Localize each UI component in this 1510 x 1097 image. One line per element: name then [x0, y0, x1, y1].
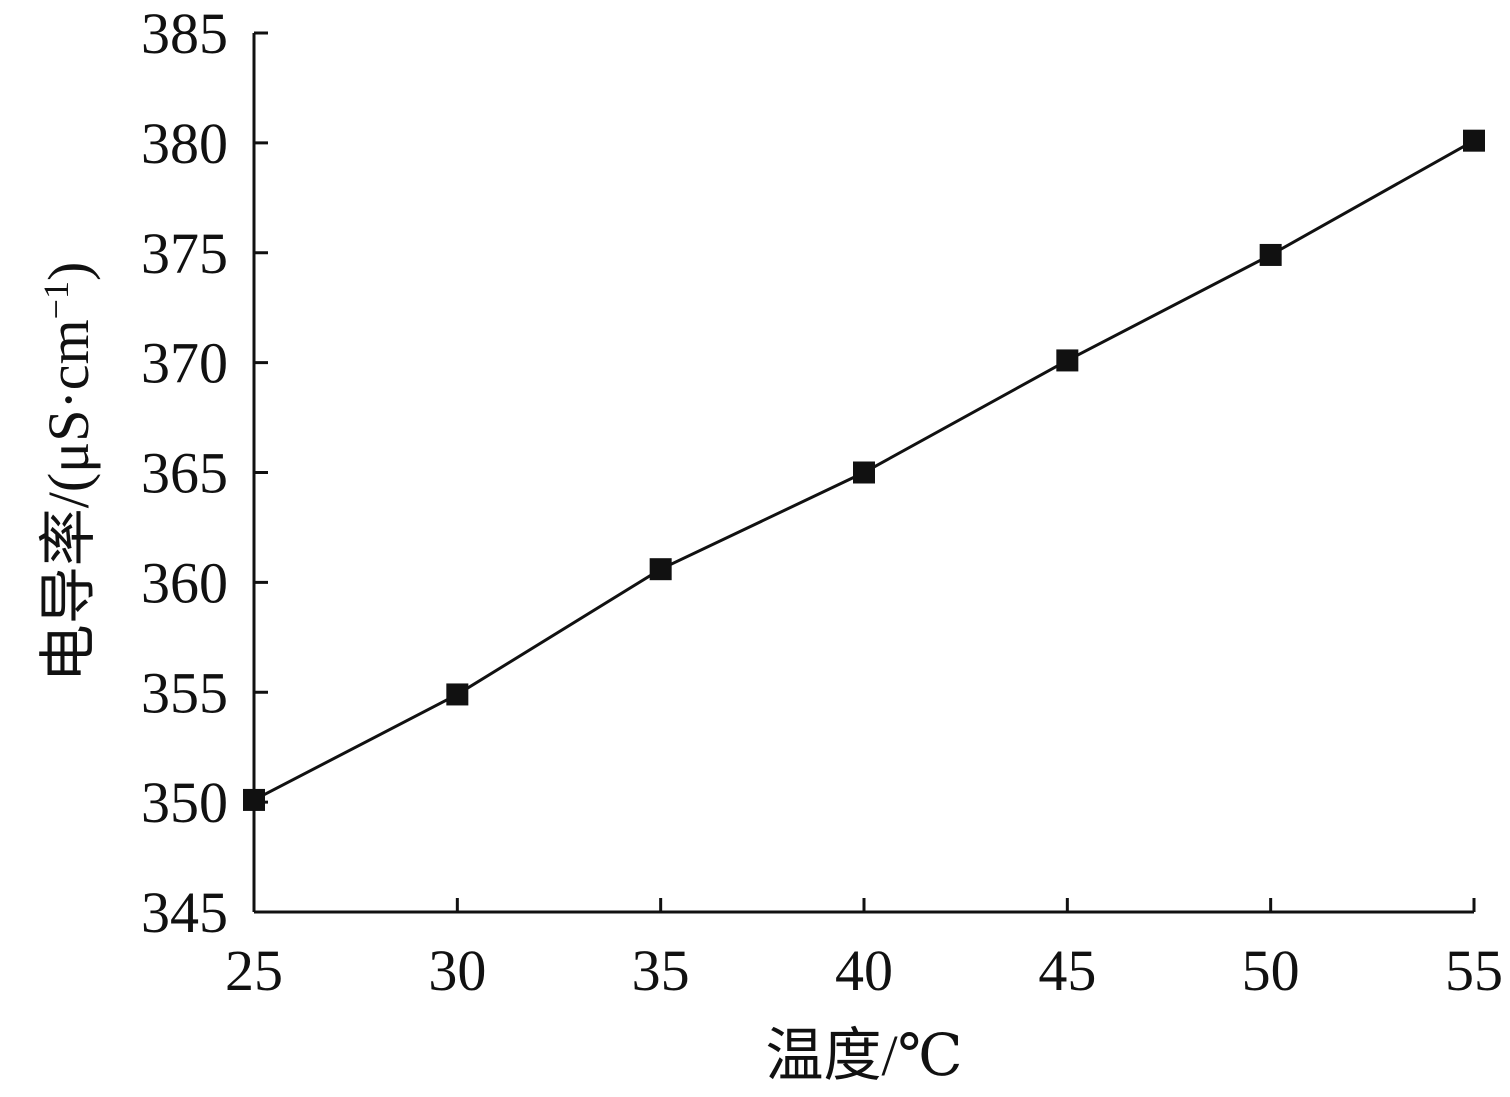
x-tick-label: 25 — [225, 938, 283, 1003]
data-point-marker — [1056, 349, 1079, 372]
x-tick-label: 45 — [1038, 938, 1096, 1003]
y-axis-title: 电导率/(μS·cm−1) — [36, 262, 101, 683]
y-axis-title-close: ) — [36, 262, 101, 281]
y-tick-label: 380 — [141, 111, 228, 176]
series-group — [243, 129, 1485, 811]
x-axis-title: 温度/℃ — [766, 1023, 963, 1088]
series-markers — [243, 129, 1485, 811]
data-point-marker — [243, 788, 265, 811]
data-point-marker — [853, 461, 875, 484]
x-tick-label: 40 — [835, 938, 893, 1003]
y-tick-label: 350 — [141, 770, 228, 835]
x-tick-label: 50 — [1242, 938, 1300, 1003]
y-ticks: 345 350 355 360 365 370 375 380 385 — [141, 1, 268, 945]
x-ticks: 25 30 35 40 45 50 55 — [225, 898, 1503, 1003]
y-tick-label: 370 — [141, 331, 228, 396]
data-point-marker — [649, 558, 672, 581]
y-axis-title-main: 电导率/(μS·cm — [36, 319, 101, 682]
y-axis-title-exponent: −1 — [36, 281, 76, 319]
x-tick-label: 30 — [428, 938, 486, 1003]
y-tick-label: 385 — [141, 1, 228, 66]
y-tick-label: 360 — [141, 550, 228, 615]
y-tick-label: 355 — [141, 660, 228, 725]
data-point-marker — [1259, 243, 1282, 266]
y-tick-label: 345 — [141, 880, 228, 945]
x-tick-label: 35 — [632, 938, 690, 1003]
y-tick-label: 375 — [141, 221, 228, 286]
data-point-marker — [1463, 129, 1485, 152]
data-point-marker — [446, 683, 469, 706]
x-tick-label: 55 — [1445, 938, 1503, 1003]
y-tick-label: 365 — [141, 441, 228, 506]
